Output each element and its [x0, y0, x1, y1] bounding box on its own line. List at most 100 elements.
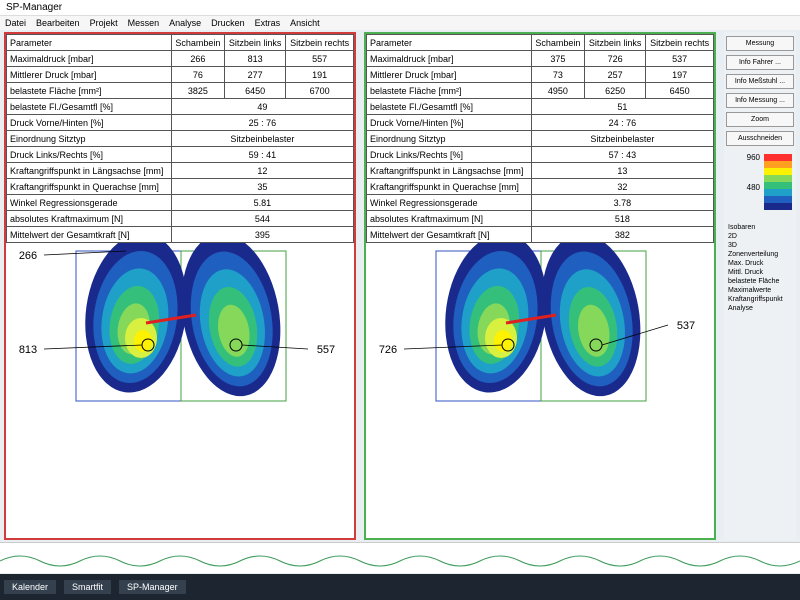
value-cell: 12 [170, 162, 355, 179]
value-cell: 813 [224, 50, 287, 67]
table-row: Kraftangriffspunkt in Querachse [mm] 32 [366, 178, 715, 195]
menu-item[interactable]: Analyse [169, 18, 202, 28]
pressure-map: 726 537 [379, 243, 695, 402]
table-row: Maximaldruck [mbar] 266 813 557 [6, 50, 354, 67]
label-cell: Mittelwert der Gesamtkraft [N] [6, 226, 172, 243]
analysis-panel: Parameter Schambein Sitzbein links Sitzbein… [4, 32, 356, 540]
label-cell: Druck Vorne/Hinten [%] [6, 114, 172, 131]
value-cell: 13 [530, 162, 715, 179]
taskbar-item[interactable]: Smartfit [64, 580, 112, 594]
view-radio[interactable]: Isobaren [728, 224, 756, 231]
label-cell: Winkel Regressionsgerade [366, 194, 532, 211]
display-checkbox[interactable]: belastete Fläche [728, 278, 780, 285]
table-row: Druck Links/Rechts [%] 59 : 41 [6, 146, 355, 163]
taskbar-item[interactable]: Kalender [4, 580, 57, 594]
menu-item[interactable]: Datei [5, 18, 27, 28]
table-row: Kraftangriffspunkt in Querachse [mm] 35 [6, 178, 355, 195]
value-cell: 537 [645, 50, 714, 67]
sidebar-button[interactable]: Ausschneiden [726, 131, 794, 146]
sidebar-button[interactable]: Info Messung ... [726, 93, 794, 108]
value-cell: 59 : 41 [170, 146, 355, 163]
value-cell: 277 [224, 66, 287, 83]
value-cell: 5.81 [170, 194, 355, 211]
label-leader [403, 344, 503, 350]
display-checkbox[interactable]: Max. Druck [728, 260, 764, 267]
sidebar-button[interactable]: Info Fahrer ... [726, 55, 794, 70]
table-row: belastete Fl./Gesamtfl [%] 51 [366, 98, 715, 115]
value-cell: 73 [530, 66, 586, 83]
table-row: Druck Vorne/Hinten [%] 24 : 76 [366, 114, 715, 131]
table-row: Einordnung Sitztyp Sitzbeinbelaster [366, 130, 715, 147]
label-cell: belastete Fl./Gesamtfl [%] [6, 98, 172, 115]
table-row: Mittlerer Druck [mbar] 76 277 191 [6, 66, 354, 83]
sidebar-button[interactable]: Zoom [726, 112, 794, 127]
value-cell: 49 [170, 98, 355, 115]
scale-band [764, 154, 792, 161]
max-pressure-label: 726 [379, 344, 397, 356]
menu-item[interactable]: Messen [127, 18, 160, 28]
label-cell: Kraftangriffspunkt in Querachse [mm] [6, 178, 172, 195]
header-cell: Schambein [530, 34, 586, 51]
table-row: Mittelwert der Gesamtkraft [N] 395 [6, 226, 355, 243]
display-checkbox[interactable]: Analyse [728, 305, 753, 312]
table-header-row: Parameter Schambein Sitzbein links Sitzbein… [6, 34, 354, 51]
value-cell: 382 [530, 226, 715, 243]
value-cell: 266 [170, 50, 226, 67]
table-header-row: Parameter Schambein Sitzbein links Sitzbein… [366, 34, 714, 51]
label-cell: Winkel Regressionsgerade [6, 194, 172, 211]
analysis-panel: Parameter Schambein Sitzbein links Sitzbein… [364, 32, 716, 540]
display-checkbox[interactable]: Kraftangriffspunkt [728, 296, 783, 303]
value-cell: 51 [530, 98, 715, 115]
sidebar: Messung Info Fahrer ... Info Meßstuhl ... I… [724, 32, 796, 540]
scale-band [764, 168, 792, 175]
value-cell: 375 [530, 50, 586, 67]
label-cell: absolutes Kraftmaximum [N] [6, 210, 172, 227]
value-cell: 32 [530, 178, 715, 195]
view-radio[interactable]: 3D [728, 242, 737, 249]
color-scale: 960 480 [747, 153, 792, 210]
table-row: Mittlerer Druck [mbar] 73 257 197 [366, 66, 714, 83]
menu-item[interactable]: Projekt [89, 18, 118, 28]
header-cell: Sitzbein links [224, 34, 287, 51]
max-pressure-label: 537 [677, 320, 695, 332]
label-cell: Druck Vorne/Hinten [%] [366, 114, 532, 131]
display-checkbox[interactable]: Maximalwerte [728, 287, 772, 294]
value-cell: 191 [285, 66, 354, 83]
label-cell: Einordnung Sitztyp [6, 130, 172, 147]
force-vector [505, 313, 557, 325]
parameter-table: Parameter Schambein Sitzbein links Sitzbein… [6, 34, 355, 243]
header-cell: Schambein [170, 34, 226, 51]
taskbar-item[interactable]: SP-Manager [119, 580, 186, 594]
value-cell: 726 [584, 50, 647, 67]
label-cell: Kraftangriffspunkt in Längsachse [mm] [366, 162, 532, 179]
label-leader [241, 344, 309, 350]
value-cell: 518 [530, 210, 715, 227]
view-radio[interactable]: 2D [728, 233, 737, 240]
value-cell: 25 : 76 [170, 114, 355, 131]
label-cell: Mittelwert der Gesamtkraft [N] [366, 226, 532, 243]
menu-item[interactable]: Extras [254, 18, 281, 28]
value-cell: 6450 [224, 82, 287, 99]
max-pressure-label: 557 [317, 344, 335, 356]
value-cell: 24 : 76 [530, 114, 715, 131]
scale-band [764, 161, 792, 168]
menu-item[interactable]: Bearbeiten [36, 18, 80, 28]
table-row: absolutes Kraftmaximum [N] 518 [366, 210, 715, 227]
menu-item[interactable]: Ansicht [290, 18, 320, 28]
menu-item[interactable]: Drucken [211, 18, 245, 28]
value-cell: 3.78 [530, 194, 715, 211]
label-cell: Druck Links/Rechts [%] [6, 146, 172, 163]
sidebar-button[interactable]: Info Meßstuhl ... [726, 74, 794, 89]
sidebar-button[interactable]: Messung [726, 36, 794, 51]
label-cell: Kraftangriffspunkt in Querachse [mm] [366, 178, 532, 195]
status-bar [0, 542, 800, 573]
table-row: Winkel Regressionsgerade 3.78 [366, 194, 715, 211]
display-checkbox[interactable]: Zonenverteilung [728, 251, 779, 258]
table-row: belastete Fläche [mm²] 3825 6450 6700 [6, 82, 354, 99]
value-cell: 76 [170, 66, 226, 83]
table-row: Mittelwert der Gesamtkraft [N] 382 [366, 226, 715, 243]
display-checkbox[interactable]: Mittl. Druck [728, 269, 763, 276]
scale-band [764, 203, 792, 210]
value-cell: 6450 [645, 82, 714, 99]
